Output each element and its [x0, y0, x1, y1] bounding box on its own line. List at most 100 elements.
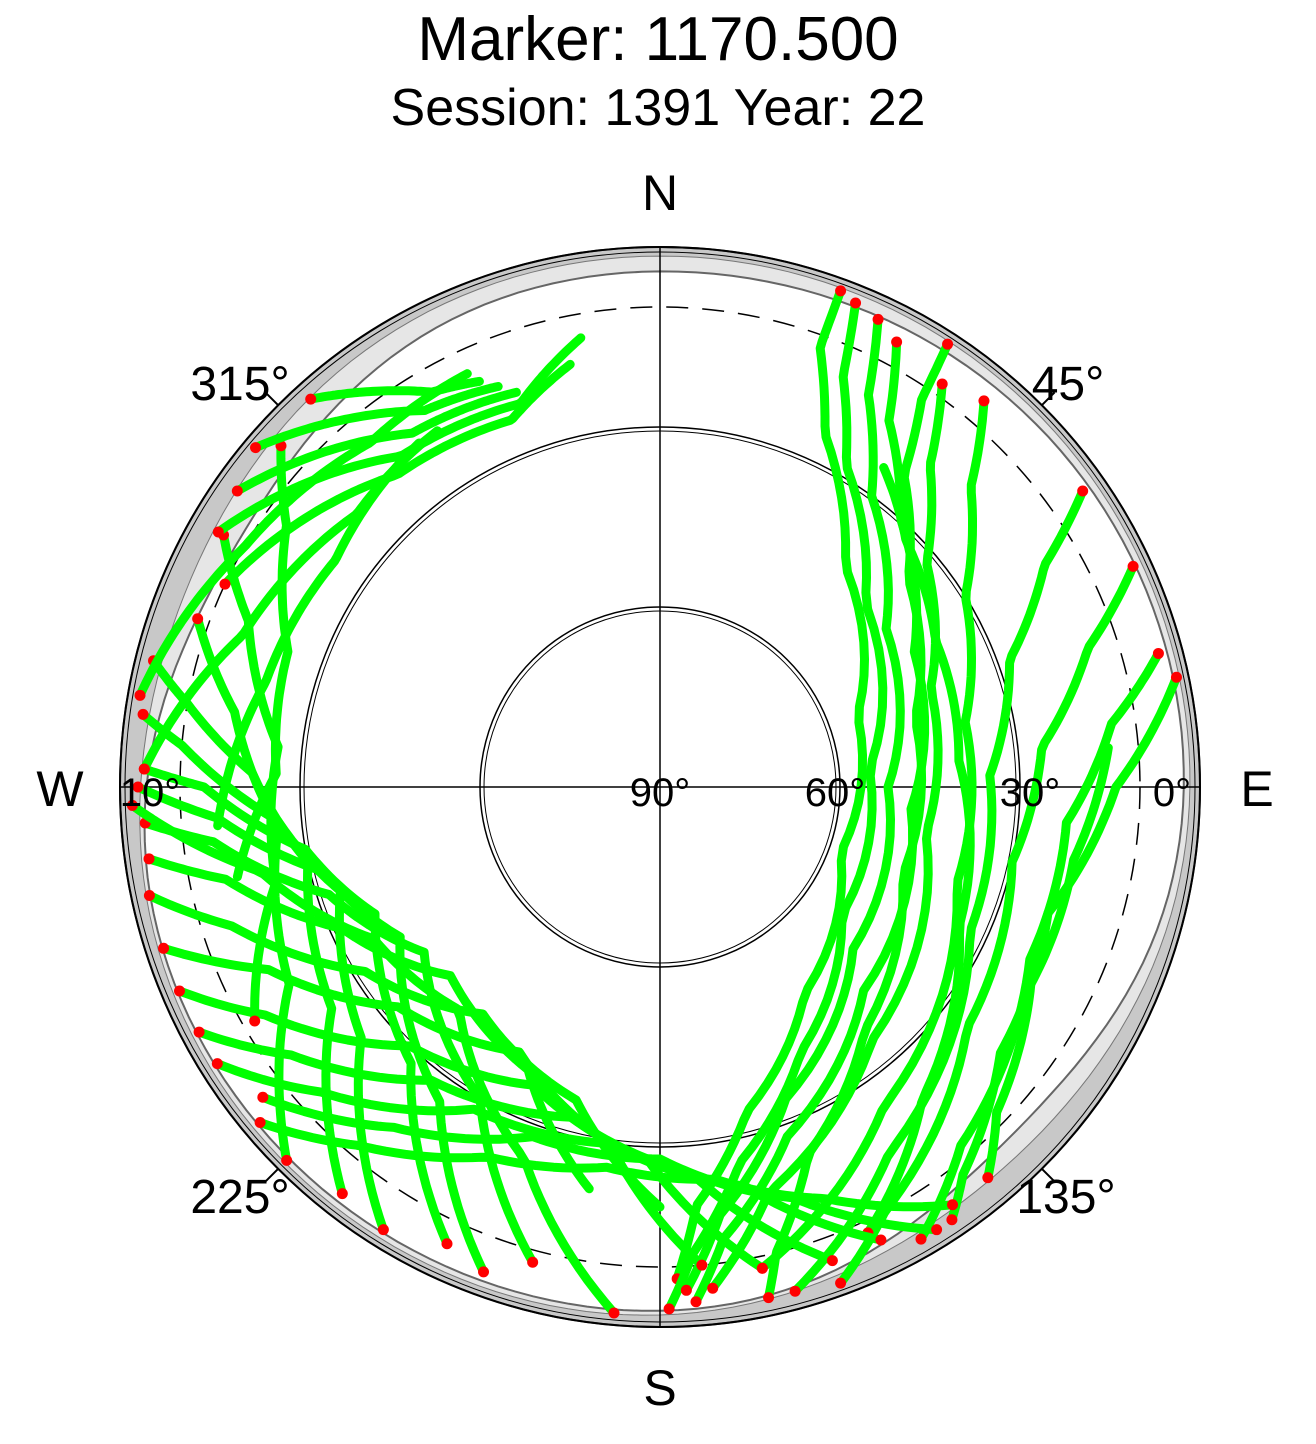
track-start-point — [1077, 485, 1089, 497]
elevation-label-10-west: 10° — [120, 771, 181, 815]
track-start-point — [608, 1307, 620, 1319]
polar-labels: N S E W 45° 135° 225° 315° 0° 30° 60° 90… — [36, 165, 1273, 1416]
track-line — [144, 891, 665, 1212]
cardinal-north: N — [642, 165, 678, 221]
azimuth-tick-315 — [264, 391, 279, 406]
track-start-point — [756, 1262, 768, 1274]
track-end-point — [158, 942, 170, 954]
satellite-track — [982, 743, 1113, 1184]
satellite-tracks — [126, 285, 1182, 1319]
track-line — [764, 339, 953, 1303]
chart-title: Marker: 1170.500 — [417, 5, 899, 74]
satellite-track — [680, 313, 905, 1296]
elevation-label-30: 30° — [1000, 771, 1061, 815]
cardinal-south: S — [643, 1360, 676, 1416]
track-line — [232, 387, 521, 496]
elevation-label-90: 90° — [630, 771, 691, 815]
track-start-point — [134, 689, 146, 701]
track-line — [790, 486, 1088, 1296]
satellite-track — [763, 338, 954, 1304]
track-start-point — [1127, 560, 1139, 572]
satellite-track — [192, 613, 294, 1166]
track-start-point — [138, 763, 150, 775]
satellite-track — [915, 647, 1164, 1245]
track-start-point — [478, 1266, 490, 1278]
track-start-point — [249, 1015, 261, 1027]
track-start-point — [219, 578, 231, 590]
satellite-track — [707, 378, 948, 1294]
azimuth-tick-45 — [1041, 391, 1056, 406]
track-line — [983, 743, 1113, 1183]
track-end-point — [126, 799, 138, 811]
chart-subtitle: Session: 1391 Year: 22 — [390, 79, 926, 137]
track-start-point — [872, 313, 884, 325]
track-line — [213, 438, 424, 831]
track-start-point — [936, 378, 948, 390]
track-end-point — [946, 1214, 958, 1226]
satellite-track — [143, 890, 665, 1212]
track-end-point — [982, 1172, 994, 1184]
track-end-point — [680, 1284, 692, 1296]
azimuth-label-225: 225° — [190, 1171, 289, 1224]
elevation-label-0: 0° — [1153, 771, 1191, 815]
azimuth-tick-225 — [264, 1168, 279, 1183]
track-start-point — [978, 395, 990, 407]
track-start-point — [231, 485, 243, 497]
track-end-point — [132, 781, 144, 793]
satellite-track — [213, 438, 424, 831]
satellite-track — [257, 1091, 943, 1236]
track-start-point — [377, 1224, 389, 1236]
track-end-point — [211, 1058, 223, 1070]
track-end-point — [192, 613, 204, 625]
track-end-point — [257, 1091, 269, 1103]
track-start-point — [942, 338, 954, 350]
track-end-point — [193, 1026, 205, 1038]
track-start-point — [212, 526, 224, 538]
track-line — [212, 1059, 886, 1245]
cardinal-east: E — [1240, 761, 1273, 817]
polar-grid — [119, 246, 1201, 1328]
track-end-point — [663, 1303, 675, 1315]
azimuth-label-45: 45° — [1032, 358, 1105, 411]
track-line — [258, 1092, 942, 1235]
track-start-point — [281, 1154, 293, 1166]
track-end-point — [707, 1282, 719, 1294]
track-start-point — [931, 1224, 943, 1236]
track-line — [135, 369, 472, 700]
elevation-label-60: 60° — [805, 771, 866, 815]
track-end-point — [835, 1277, 847, 1289]
track-start-point — [875, 1234, 887, 1246]
track-line — [672, 286, 869, 1284]
track-start-point — [1170, 671, 1182, 683]
track-line — [708, 379, 947, 1293]
track-end-point — [173, 985, 185, 997]
track-start-point — [696, 1259, 708, 1271]
azimuth-label-315: 315° — [190, 358, 289, 411]
track-start-point — [835, 285, 847, 297]
track-end-point — [143, 890, 155, 902]
track-start-point — [947, 1199, 959, 1211]
azimuth-label-135: 135° — [1016, 1171, 1115, 1224]
track-line — [681, 314, 905, 1295]
track-start-point — [336, 1188, 348, 1200]
track-line — [757, 396, 989, 1273]
azimuth-tick-135 — [1041, 1168, 1056, 1183]
satellite-track — [789, 485, 1089, 1297]
satellite-track — [211, 1058, 887, 1246]
track-start-point — [527, 1256, 539, 1268]
track-start-point — [850, 297, 862, 309]
track-start-point — [891, 336, 903, 348]
satellite-track — [250, 382, 503, 454]
track-start-point — [305, 393, 317, 405]
track-end-point — [763, 1292, 775, 1304]
track-end-point — [254, 1117, 266, 1129]
satellite-track — [219, 359, 575, 590]
track-line — [232, 441, 293, 882]
track-line — [916, 648, 1163, 1244]
track-end-point — [690, 1296, 702, 1308]
track-line — [691, 337, 930, 1307]
track-start-point — [1152, 647, 1164, 659]
satellite-track — [690, 336, 930, 1308]
track-line — [193, 614, 294, 1165]
